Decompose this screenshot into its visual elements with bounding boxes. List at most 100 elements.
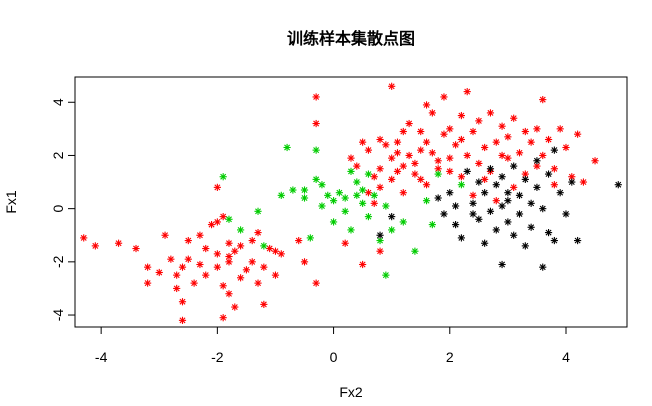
data-point (510, 231, 518, 239)
data-point (562, 143, 570, 152)
data-point (196, 260, 204, 269)
data-point (312, 175, 320, 183)
data-point (225, 252, 233, 261)
data-point (359, 260, 367, 269)
data-point (399, 189, 407, 197)
data-point (132, 244, 140, 253)
data-point (370, 173, 378, 181)
data-point (504, 189, 512, 197)
data-point (446, 125, 454, 133)
data-point (376, 231, 384, 239)
data-point (393, 138, 402, 146)
data-point (318, 202, 326, 210)
data-point (411, 170, 419, 178)
data-point (446, 189, 454, 197)
data-point (457, 111, 465, 120)
data-point (568, 178, 576, 186)
data-point (364, 213, 373, 221)
data-point (405, 151, 413, 160)
y-tick-label: 4 (50, 98, 66, 106)
data-point (463, 88, 471, 96)
data-point (463, 151, 471, 160)
data-point (359, 138, 367, 146)
data-point (393, 149, 402, 157)
data-point (411, 159, 419, 168)
data-point (231, 303, 239, 311)
data-point (219, 314, 227, 322)
data-point (178, 298, 187, 306)
data-point (498, 202, 506, 210)
data-point (504, 133, 512, 141)
data-point (440, 130, 448, 138)
data-point (451, 141, 460, 149)
data-point (248, 236, 256, 245)
data-point (341, 207, 349, 215)
data-point (289, 186, 297, 194)
data-point (335, 189, 343, 197)
data-point (260, 263, 268, 271)
data-point (353, 162, 361, 170)
data-point (539, 263, 547, 271)
data-point (469, 191, 477, 199)
data-point (225, 290, 233, 298)
data-point (556, 125, 564, 133)
data-point (173, 271, 181, 279)
data-point (434, 194, 442, 202)
data-point (469, 210, 477, 218)
data-point (451, 202, 460, 210)
data-point (533, 125, 541, 133)
data-point (428, 109, 436, 117)
data-point (219, 213, 227, 221)
data-point (144, 263, 152, 271)
data-point (178, 263, 187, 271)
data-point (237, 274, 245, 282)
data-point (144, 279, 152, 287)
data-point (254, 207, 262, 215)
data-point (359, 186, 367, 194)
data-point (486, 109, 495, 117)
data-point (266, 244, 274, 253)
data-point (498, 173, 506, 181)
data-point (329, 218, 338, 226)
data-point (440, 93, 448, 101)
y-tick-label: -4 (50, 309, 66, 322)
data-point (457, 135, 465, 144)
data-point (237, 242, 245, 250)
data-point (475, 215, 483, 223)
data-point (114, 239, 123, 247)
data-point (399, 218, 407, 226)
data-point (271, 271, 280, 279)
data-point (504, 218, 512, 226)
data-point (312, 93, 320, 101)
data-point (492, 197, 500, 205)
data-point (492, 138, 500, 146)
data-point (376, 135, 384, 144)
data-point (364, 189, 373, 197)
data-point (504, 154, 512, 162)
data-point (248, 258, 256, 266)
data-point (300, 194, 309, 202)
data-point (213, 218, 221, 226)
data-point (417, 146, 425, 154)
data-point (440, 210, 448, 218)
data-point (364, 146, 373, 154)
data-point (376, 165, 384, 173)
data-point (213, 250, 221, 258)
y-tick-label: 0 (50, 205, 66, 213)
data-point (341, 239, 349, 247)
y-axis: -4 -2 0 2 4 (50, 98, 76, 322)
data-point (446, 167, 454, 176)
data-point (457, 173, 465, 181)
data-point (451, 221, 460, 229)
data-point (614, 181, 622, 189)
data-point (539, 205, 547, 213)
data-point (167, 255, 175, 263)
data-point (434, 170, 442, 178)
data-point (579, 178, 588, 186)
data-point (184, 236, 192, 245)
data-point (550, 181, 558, 189)
data-point (521, 175, 529, 183)
data-point (370, 199, 378, 207)
y-tick-label: -2 (50, 255, 66, 268)
data-point (231, 247, 239, 255)
